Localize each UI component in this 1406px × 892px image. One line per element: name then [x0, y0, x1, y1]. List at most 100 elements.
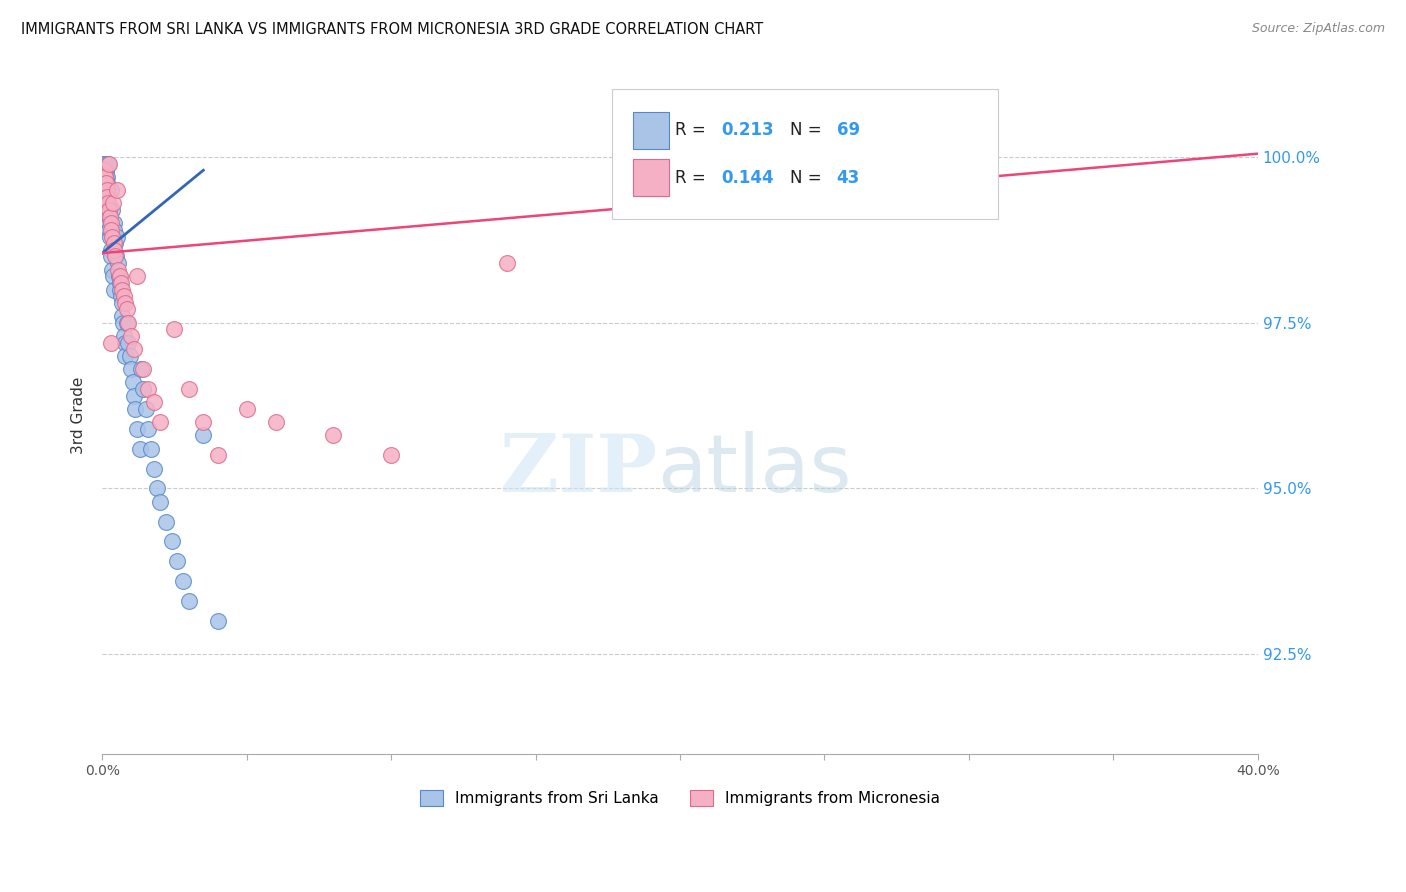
Point: [235, 401, 257, 416]
Point: [112, 289, 135, 303]
Text: 43: 43: [837, 169, 860, 186]
Y-axis label: 3rd Grade: 3rd Grade: [72, 376, 86, 454]
Point: [118, 349, 141, 363]
Point: [105, 249, 128, 263]
Point: [93, 156, 115, 170]
Point: [97, 156, 120, 170]
Point: [172, 574, 194, 589]
Point: [149, 494, 172, 508]
Point: [96, 183, 118, 197]
Point: [101, 262, 124, 277]
Point: [380, 448, 402, 462]
Text: 0.213: 0.213: [721, 121, 773, 139]
Point: [100, 183, 122, 197]
Point: [495, 256, 517, 270]
Point: [104, 236, 127, 251]
Point: [177, 382, 200, 396]
Point: [115, 316, 138, 330]
Point: [110, 276, 132, 290]
Text: Source: ZipAtlas.com: Source: ZipAtlas.com: [1251, 22, 1385, 36]
Point: [100, 249, 122, 263]
Point: [135, 401, 157, 416]
Point: [108, 283, 131, 297]
Point: [97, 210, 120, 224]
Text: atlas: atlas: [657, 431, 851, 508]
Point: [131, 362, 153, 376]
Point: [101, 229, 124, 244]
Point: [103, 223, 125, 237]
Text: R =: R =: [675, 121, 711, 139]
Point: [122, 342, 145, 356]
Point: [143, 395, 166, 409]
Point: [111, 283, 134, 297]
Point: [111, 295, 134, 310]
Point: [101, 269, 124, 284]
Point: [93, 169, 115, 184]
Point: [93, 156, 115, 170]
Legend: Immigrants from Sri Lanka, Immigrants from Micronesia: Immigrants from Sri Lanka, Immigrants fr…: [412, 782, 948, 814]
Point: [96, 183, 118, 197]
Point: [125, 269, 148, 284]
Point: [124, 401, 146, 416]
Point: [112, 329, 135, 343]
Point: [101, 202, 124, 217]
Text: N =: N =: [790, 121, 827, 139]
Text: 0.144: 0.144: [721, 169, 773, 186]
Point: [149, 415, 172, 429]
Point: [98, 202, 121, 217]
Point: [114, 349, 136, 363]
Point: [111, 309, 134, 323]
Point: [120, 329, 142, 343]
Point: [94, 163, 117, 178]
Point: [96, 183, 118, 197]
Point: [110, 289, 132, 303]
Point: [117, 316, 139, 330]
Point: [107, 256, 129, 270]
Point: [141, 442, 163, 456]
Point: [160, 534, 183, 549]
Text: R =: R =: [675, 169, 711, 186]
Point: [138, 382, 160, 396]
Point: [100, 216, 122, 230]
Point: [94, 163, 117, 178]
Point: [128, 442, 150, 456]
Point: [117, 335, 139, 350]
Point: [114, 335, 136, 350]
Point: [94, 163, 117, 178]
Point: [98, 229, 121, 244]
Point: [98, 210, 121, 224]
Point: [93, 163, 115, 178]
Point: [131, 382, 153, 396]
Point: [207, 448, 229, 462]
Point: [264, 415, 287, 429]
Point: [129, 362, 152, 376]
Point: [146, 482, 169, 496]
Point: [108, 269, 131, 284]
Point: [193, 415, 215, 429]
Point: [94, 169, 117, 184]
Point: [111, 316, 134, 330]
Point: [94, 156, 117, 170]
Text: N =: N =: [790, 169, 827, 186]
Point: [100, 223, 122, 237]
Point: [125, 422, 148, 436]
Point: [107, 262, 129, 277]
Point: [103, 236, 125, 251]
Point: [138, 422, 160, 436]
Point: [114, 295, 136, 310]
Text: 69: 69: [837, 121, 859, 139]
Point: [177, 594, 200, 608]
Point: [103, 196, 125, 211]
Point: [108, 276, 131, 290]
Point: [166, 554, 188, 568]
Point: [97, 196, 120, 211]
Point: [100, 243, 122, 257]
Point: [105, 229, 128, 244]
Point: [97, 156, 120, 170]
Point: [96, 190, 118, 204]
Point: [98, 216, 121, 230]
Point: [96, 169, 118, 184]
Point: [105, 183, 128, 197]
Text: ZIP: ZIP: [501, 431, 657, 508]
Point: [94, 163, 117, 178]
